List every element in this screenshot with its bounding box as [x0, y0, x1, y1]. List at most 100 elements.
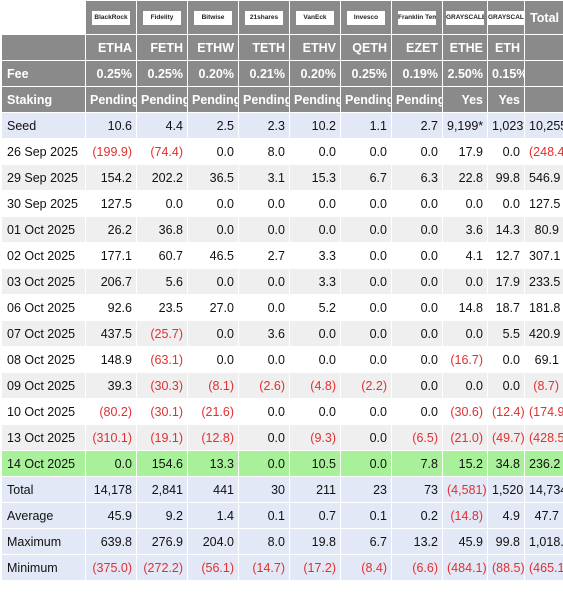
table-cell: 0.0 — [239, 269, 289, 294]
table-cell: 0.0 — [86, 451, 136, 476]
table-row: 01 Oct 2025 26.2 36.8 0.0 0.0 0.0 0.0 0.0 3.6 14.… — [2, 217, 563, 242]
header-cell: ETH — [488, 35, 524, 60]
table-cell: 1.4 — [188, 503, 238, 528]
table-cell: 1,023* — [488, 113, 524, 138]
row-label: 08 Oct 2025 — [2, 347, 85, 372]
table-cell: 0.0 — [443, 373, 487, 398]
header-cell — [525, 61, 563, 86]
issuer-logo-cell: BlackRock — [86, 1, 136, 34]
header-cell — [525, 87, 563, 112]
table-cell: 0.0 — [392, 347, 442, 372]
table-cell: (6.5) — [392, 425, 442, 450]
row-label: 10 Oct 2025 — [2, 399, 85, 424]
table-cell: 14.8 — [443, 295, 487, 320]
table-cell: 0.0 — [239, 399, 289, 424]
table-cell: 148.9 — [86, 347, 136, 372]
table-cell: 0.0 — [290, 191, 340, 216]
table-cell: 0.0 — [290, 399, 340, 424]
franklin-templeton-logo: Franklin Templeton — [398, 10, 436, 25]
table-cell: 3.3 — [290, 269, 340, 294]
issuer-logo-cell: Invesco — [341, 1, 391, 34]
header-row-label — [2, 35, 85, 60]
header-cell: FETH — [137, 35, 187, 60]
table-cell: 0.0 — [341, 451, 391, 476]
table-cell: 0.0 — [392, 321, 442, 346]
table-cell: 9.2 — [137, 503, 187, 528]
row-label: 02 Oct 2025 — [2, 243, 85, 268]
table-cell: 276.9 — [137, 529, 187, 554]
table-row: 10 Oct 2025 (80.2) (30.1) (21.6) 0.0 0.0 0.0 0.… — [2, 399, 563, 424]
table-cell: 47.7 — [525, 503, 563, 528]
table-cell: 27.0 — [188, 295, 238, 320]
header-cell: Pending — [341, 87, 391, 112]
table-cell: 4.4 — [137, 113, 187, 138]
issuer-logo-cell: Fidelity — [137, 1, 187, 34]
row-label: 26 Sep 2025 — [2, 139, 85, 164]
table-cell: 0.0 — [188, 191, 238, 216]
header-cell: 0.25% — [137, 61, 187, 86]
table-cell: 127.5 — [525, 191, 563, 216]
table-cell: 0.0 — [443, 269, 487, 294]
table-cell: 12.7 — [488, 243, 524, 268]
table-cell: 19.8 — [290, 529, 340, 554]
header-cell: ETHA — [86, 35, 136, 60]
table-cell: (6.6) — [392, 555, 442, 580]
table-cell: 2.7 — [392, 113, 442, 138]
table-row: 09 Oct 2025 39.3 (30.3) (8.1) (2.6) (4.8) (2.2… — [2, 373, 563, 398]
header-cell: Pending — [392, 87, 442, 112]
table-cell: (199.9) — [86, 139, 136, 164]
row-label: 01 Oct 2025 — [2, 217, 85, 242]
eth-etf-flows-table: BlackRock Fidelity Bitwise 21shares VanEck In… — [1, 0, 563, 581]
table-cell: 0.0 — [239, 295, 289, 320]
table-cell: 0.0 — [488, 139, 524, 164]
table-cell: 13.2 — [392, 529, 442, 554]
total-column-header: Total — [525, 1, 563, 34]
table-cell: 0.0 — [341, 217, 391, 242]
table-cell: 0.0 — [341, 191, 391, 216]
header-row: Fee 0.25% 0.25% 0.20% 0.21% 0.20% 0.25% 0.19% 2.… — [2, 61, 563, 86]
table-cell: 45.9 — [443, 529, 487, 554]
table-cell: 2.3 — [239, 113, 289, 138]
header-cell: ETHW — [188, 35, 238, 60]
table-cell: 3.6 — [239, 321, 289, 346]
row-label: 03 Oct 2025 — [2, 269, 85, 294]
table-cell: 3.1 — [239, 165, 289, 190]
table-cell: (14.8) — [443, 503, 487, 528]
table-cell: (428.5) — [525, 425, 563, 450]
table-cell: 80.9 — [525, 217, 563, 242]
table-cell: 69.1 — [525, 347, 563, 372]
table-cell: (310.1) — [86, 425, 136, 450]
table-cell: 9,199* — [443, 113, 487, 138]
issuer-logo-cell: 21shares — [239, 1, 289, 34]
table-cell: 1,018.8 — [525, 529, 563, 554]
table-cell: 4.9 — [488, 503, 524, 528]
table-cell: 92.6 — [86, 295, 136, 320]
table-cell: 0.0 — [341, 295, 391, 320]
header-row-label: Fee — [2, 61, 85, 86]
table-cell: 1.1 — [341, 113, 391, 138]
table-cell: 0.0 — [239, 451, 289, 476]
table-cell: 5.5 — [488, 321, 524, 346]
table-cell: 6.7 — [341, 165, 391, 190]
issuer-logo-row: BlackRock Fidelity Bitwise 21shares VanEck In… — [2, 1, 563, 34]
table-cell: 154.2 — [86, 165, 136, 190]
table-cell: 46.5 — [188, 243, 238, 268]
table-cell: 0.0 — [137, 191, 187, 216]
21shares-logo: 21shares — [245, 10, 283, 25]
table-cell: (174.9) — [525, 399, 563, 424]
header-cell: 0.21% — [239, 61, 289, 86]
table-cell: 236.2 — [525, 451, 563, 476]
table-cell: (2.2) — [341, 373, 391, 398]
table-cell: 0.0 — [341, 347, 391, 372]
table-cell: 0.0 — [188, 321, 238, 346]
header-cell: Yes — [488, 87, 524, 112]
table-row: 08 Oct 2025 148.9 (63.1) 0.0 0.0 0.0 0.0 0.0 (16… — [2, 347, 563, 372]
table-cell: 10.6 — [86, 113, 136, 138]
table-cell: 45.9 — [86, 503, 136, 528]
table-cell: (30.6) — [443, 399, 487, 424]
table-cell: (14.7) — [239, 555, 289, 580]
table-cell: (17.2) — [290, 555, 340, 580]
invesco-logo: Invesco — [347, 10, 385, 25]
table-row: 14 Oct 2025 0.0 154.6 13.3 0.0 10.5 0.0 7.8 15.2… — [2, 451, 563, 476]
grayscale-logo: GRAYSCALE — [446, 10, 484, 25]
